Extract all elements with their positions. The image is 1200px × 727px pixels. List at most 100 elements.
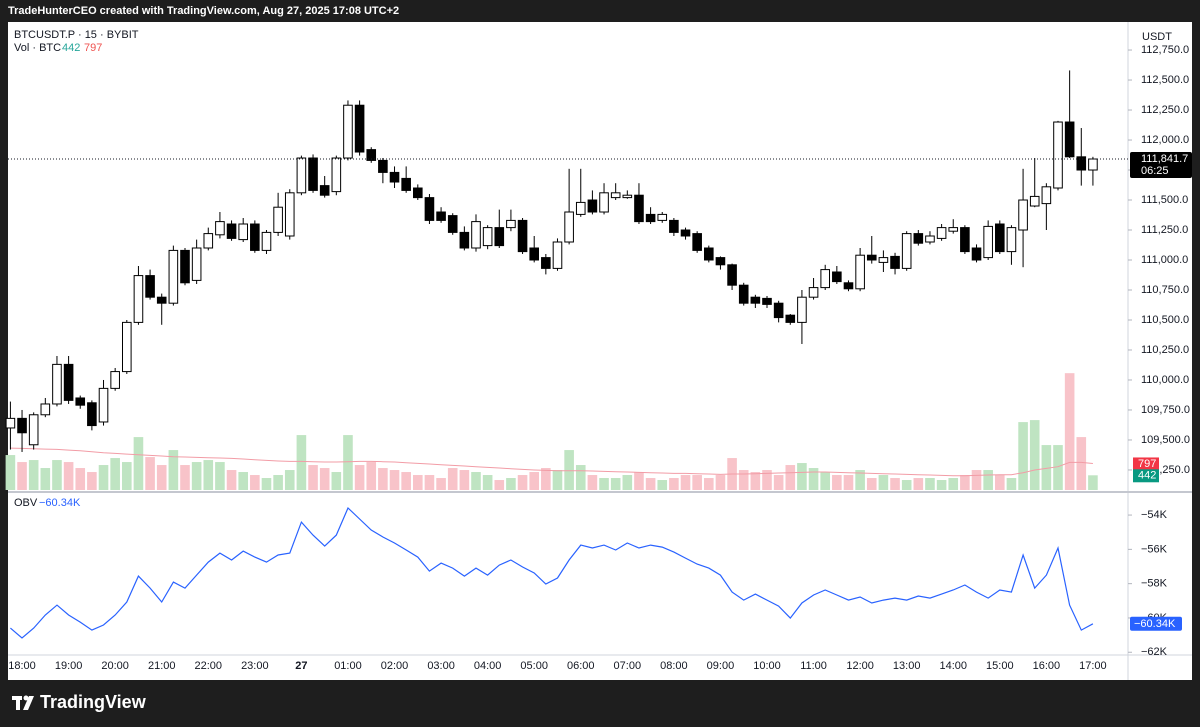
candle-body [657, 213, 668, 221]
volume-bar [808, 468, 819, 490]
candle-body [482, 227, 493, 247]
volume-bar [156, 465, 167, 490]
candle-body [284, 192, 295, 237]
x-tick-label: 27 [295, 660, 307, 672]
candle-body [797, 296, 807, 323]
candle-body [250, 223, 260, 251]
volume-bar [110, 458, 120, 490]
x-tick-label: 06:00 [567, 660, 595, 672]
x-tick-label: 02:00 [381, 660, 409, 672]
candle-body [529, 247, 540, 261]
volume-bar [890, 478, 900, 490]
candle-body [1053, 121, 1063, 189]
volume-bar [680, 475, 691, 490]
volume-bar [1088, 475, 1098, 490]
volume-bar [308, 465, 318, 490]
candle-body [645, 213, 656, 223]
volume-bar [1053, 445, 1063, 490]
volume-ma-legend-value: 797 [84, 42, 102, 54]
panel [8, 22, 1192, 680]
candle-body [308, 157, 318, 191]
x-tick-label: 01:00 [334, 660, 362, 672]
volume-bar [599, 478, 609, 490]
volume-bar [482, 475, 493, 490]
volume-bar [715, 475, 726, 490]
candle-body [424, 197, 435, 221]
logo [12, 695, 34, 710]
y-tick-label: 112,500.0 [1141, 74, 1189, 86]
y-tick-label: −56K [1141, 543, 1168, 555]
footer-brand: TradingView [40, 692, 147, 712]
y-tick-label: 111,000.0 [1141, 254, 1188, 266]
candle-body [971, 247, 982, 261]
volume-bar [28, 460, 39, 490]
symbol-title: BTCUSDT.P · 15 · BYBIT [14, 29, 139, 41]
volume-bar [610, 478, 621, 490]
candle-body [843, 282, 854, 290]
candle-body [622, 194, 633, 199]
volume-bar [960, 475, 970, 490]
volume-bar [762, 470, 772, 490]
y-tick-label: −58K [1141, 578, 1168, 590]
candle-body [494, 227, 505, 247]
volume-bar [517, 475, 528, 490]
volume-bar [1041, 445, 1052, 490]
volume-bar [343, 435, 353, 490]
candle-body [634, 194, 644, 223]
volume-bar [1029, 420, 1040, 490]
candle-body [319, 185, 330, 196]
volume-bar [855, 470, 865, 490]
volume-bar [226, 470, 237, 490]
volume-bar [87, 472, 97, 490]
volume-bar [366, 462, 377, 490]
candle-body [261, 231, 272, 251]
candle-body [901, 233, 912, 269]
volume-bar [971, 470, 982, 490]
candle-body [517, 219, 528, 253]
candle-body [17, 417, 27, 434]
volume-bar [471, 472, 481, 490]
volume-ma-axis-label: 797 [1138, 458, 1156, 470]
x-tick-label: 10:00 [753, 660, 781, 672]
candle-body [878, 257, 889, 263]
volume-bar [261, 478, 272, 490]
x-tick-label: 23:00 [241, 660, 269, 672]
candle-body [98, 387, 109, 423]
candle-body [215, 221, 225, 236]
volume-bar [785, 465, 796, 490]
candle-body [52, 363, 62, 405]
x-tick-label: 14:00 [939, 660, 967, 672]
candle-body [87, 402, 97, 427]
candle-body [110, 371, 120, 389]
candle-body [948, 227, 959, 232]
x-tick-label: 19:00 [55, 660, 83, 672]
obv-title: OBV [14, 497, 38, 509]
candle-body [203, 233, 214, 249]
candle-body [354, 104, 365, 153]
volume-bar [296, 435, 307, 490]
volume-bar [866, 478, 877, 490]
y-tick-label: 109,750.0 [1141, 404, 1190, 416]
volume-bar [750, 472, 761, 490]
candle-body [564, 211, 574, 243]
candle-body [1018, 199, 1028, 231]
candle-body [378, 159, 388, 173]
volume-bar [168, 450, 179, 490]
candle-body [960, 227, 970, 253]
candle-body [436, 211, 446, 221]
volume-bar [622, 475, 633, 490]
candle-body [704, 247, 714, 261]
candle-body [785, 314, 796, 323]
x-tick-label: 21:00 [148, 660, 176, 672]
volume-bar [564, 450, 574, 490]
last-price-label: 111,841.7 [1141, 153, 1188, 165]
candle-body [506, 219, 516, 229]
candle-body [180, 249, 190, 284]
candle-body [762, 297, 772, 305]
obv-line [10, 506, 1094, 639]
volume-bar [17, 462, 27, 490]
volume-bar [1064, 373, 1075, 490]
x-tick-label: 11:00 [800, 660, 827, 672]
candle-body [1064, 121, 1075, 158]
volume-bar [191, 462, 202, 490]
